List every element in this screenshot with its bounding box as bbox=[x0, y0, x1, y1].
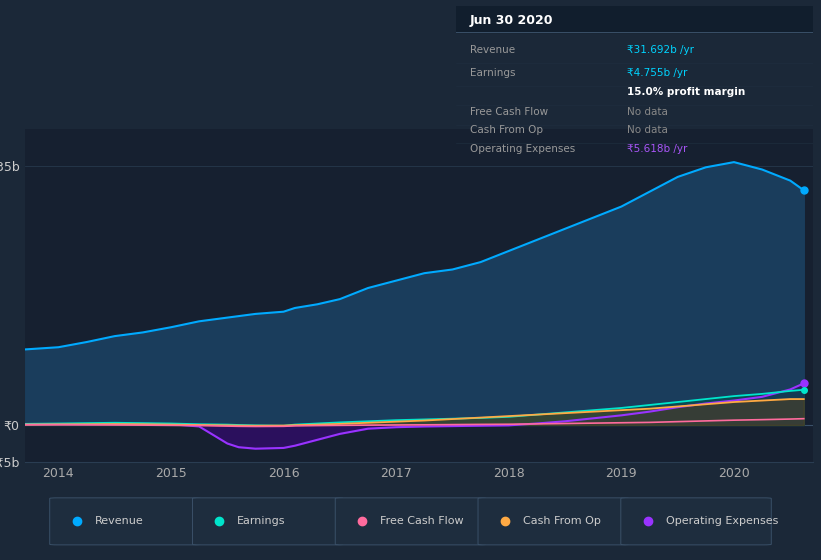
Text: Revenue: Revenue bbox=[94, 516, 143, 526]
FancyBboxPatch shape bbox=[335, 498, 486, 545]
Text: Cash From Op: Cash From Op bbox=[523, 516, 601, 526]
Text: No data: No data bbox=[627, 125, 668, 136]
Bar bbox=[456, 6, 813, 32]
Text: No data: No data bbox=[627, 107, 668, 117]
Text: Free Cash Flow: Free Cash Flow bbox=[380, 516, 464, 526]
FancyBboxPatch shape bbox=[50, 498, 200, 545]
Text: ₹4.755b /yr: ₹4.755b /yr bbox=[627, 68, 687, 78]
FancyBboxPatch shape bbox=[192, 498, 343, 545]
Text: Cash From Op: Cash From Op bbox=[470, 125, 543, 136]
Text: Earnings: Earnings bbox=[237, 516, 286, 526]
Text: Jun 30 2020: Jun 30 2020 bbox=[470, 14, 553, 27]
Text: Revenue: Revenue bbox=[470, 45, 515, 55]
Text: 15.0% profit margin: 15.0% profit margin bbox=[627, 87, 745, 97]
Text: Operating Expenses: Operating Expenses bbox=[666, 516, 778, 526]
Text: Free Cash Flow: Free Cash Flow bbox=[470, 107, 548, 117]
FancyBboxPatch shape bbox=[621, 498, 771, 545]
Text: ₹31.692b /yr: ₹31.692b /yr bbox=[627, 45, 694, 55]
FancyBboxPatch shape bbox=[478, 498, 629, 545]
Text: Earnings: Earnings bbox=[470, 68, 516, 78]
Text: ₹5.618b /yr: ₹5.618b /yr bbox=[627, 144, 687, 154]
Text: Operating Expenses: Operating Expenses bbox=[470, 144, 576, 154]
